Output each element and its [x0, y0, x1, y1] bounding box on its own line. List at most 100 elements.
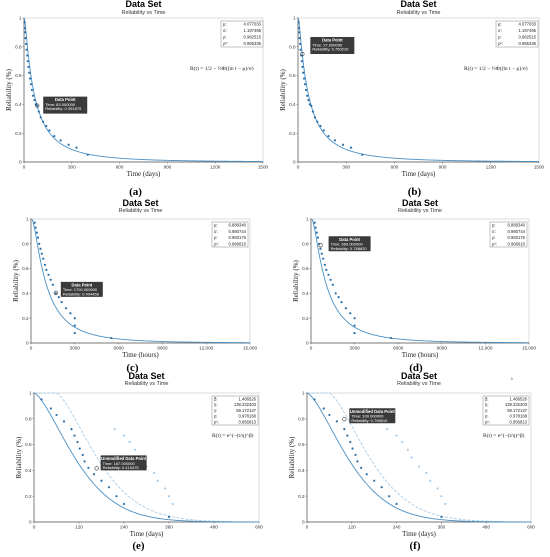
unmodified-data-point: [429, 479, 432, 482]
unmodified-data-point: [164, 487, 167, 490]
y-tick-label: 0.6: [25, 442, 32, 447]
x-tick-label: 600: [116, 165, 124, 170]
tooltip-anchor: [300, 51, 305, 57]
x-tick-label: 15,000: [243, 346, 257, 351]
y-tick-label: 0.6: [22, 266, 29, 271]
data-point: [28, 71, 31, 74]
data-point: [73, 324, 76, 327]
data-point: [356, 460, 359, 463]
chart-title: Data Set: [122, 198, 158, 208]
data-point: [25, 48, 28, 51]
x-tick-label: 0: [30, 346, 33, 351]
y-tick-label: 0: [306, 341, 309, 346]
tooltip-title: Data Point: [55, 97, 76, 102]
stat-value: 0.966610: [508, 241, 526, 246]
x-tick-label: 0: [23, 165, 26, 170]
data-point: [327, 273, 330, 276]
stat-label: ρ²:: [498, 41, 503, 46]
data-point: [331, 283, 334, 286]
tooltip-time: Time: 167.000000: [103, 461, 136, 466]
data-point: [304, 88, 308, 92]
x-tick-label: 1500: [534, 165, 545, 170]
data-point: [24, 37, 27, 40]
unmodified-data-point: [417, 465, 421, 468]
data-point: [69, 312, 72, 315]
data-point: [337, 296, 340, 299]
y-tick-label: 1: [19, 16, 22, 21]
x-tick-label: 0: [33, 525, 36, 530]
tooltip-anchor: [35, 103, 40, 108]
stray-mark: ʰ: [511, 377, 513, 382]
x-tick-label: 900: [439, 165, 447, 170]
x-tick-label: 0: [297, 165, 300, 170]
data-point: [39, 247, 42, 250]
y-tick-label: 1: [29, 391, 32, 396]
data-point: [24, 42, 28, 46]
fit-curve: [31, 218, 250, 344]
data-point: [45, 124, 48, 128]
data-point: [42, 120, 45, 123]
model-equation: R(t) = 1/2 − ½Φ((ln t − μ)/σ): [190, 65, 254, 72]
tooltip-reliability: Reliability: 0.750210: [312, 47, 349, 52]
stat-value: 1.466526: [510, 396, 528, 401]
stat-value: 0.983176: [229, 235, 247, 240]
x-axis-label: Time (days): [127, 170, 161, 178]
data-point: [354, 453, 357, 457]
y-tick-label: 0.8: [302, 241, 309, 246]
data-point: [308, 103, 311, 106]
panel-caption: (b): [408, 186, 422, 198]
y-tick-label: 0.4: [25, 468, 32, 473]
unmodified-data-point: [406, 448, 409, 451]
unmodified-data-point: [395, 434, 398, 437]
fit-curve: [297, 17, 539, 162]
stat-label: γ:: [214, 408, 217, 413]
chart-subtitle: Reliability vs Time: [396, 10, 440, 16]
stat-label: ρ:: [214, 414, 218, 419]
stat-value: 0.956813: [510, 420, 528, 425]
stats-box: μ: 6.889340 σ: 0.980744 ρ: 0.983176 ρ²: 0.96661…: [489, 221, 528, 248]
data-point: [298, 31, 301, 34]
stat-label: μ:: [223, 22, 227, 27]
x-axis-label: Time (days): [402, 170, 436, 178]
y-tick-label: 0.4: [22, 291, 29, 296]
data-point: [70, 428, 73, 431]
tooltip-time: Time: 27.000000: [312, 42, 343, 47]
data-point: [325, 268, 328, 271]
y-tick-label: 0: [19, 160, 22, 165]
y-tick-label: 0.8: [298, 416, 305, 421]
data-point: [33, 221, 36, 224]
data-point: [57, 296, 60, 299]
y-axis-label: Reliability (%): [288, 436, 296, 478]
data-point: [54, 292, 57, 295]
x-tick-label: 300: [342, 165, 350, 170]
y-tick-label: 0.6: [302, 266, 309, 271]
x-tick-label: 600: [255, 525, 263, 530]
y-tick-label: 0.8: [289, 44, 296, 49]
chart-title: Data Set: [402, 198, 438, 208]
x-tick-label: 0: [306, 525, 309, 530]
panel-caption: (e): [132, 540, 145, 552]
stat-label: ρ:: [223, 35, 227, 40]
data-point: [349, 146, 353, 149]
data-point: [322, 407, 325, 410]
model-equation: R(t) = e^(−(t/η)^β): [212, 432, 254, 439]
unmodified-data-point: [401, 440, 404, 444]
tooltip-title: Data Point: [71, 282, 92, 287]
x-tick-label: 120: [75, 525, 83, 530]
tooltip-title: Unmodified Data Point: [350, 409, 396, 414]
data-point: [31, 94, 35, 97]
y-tick-label: 0: [29, 520, 32, 525]
data-point: [35, 231, 38, 234]
stat-label: β:: [214, 396, 218, 401]
tooltip-box: [100, 455, 147, 471]
data-point: [353, 324, 356, 327]
data-point: [335, 420, 338, 423]
x-tick-label: 120: [348, 525, 356, 530]
data-point: [440, 515, 443, 518]
model-equation: R(t) = e^(−(t/η)^β): [483, 432, 525, 439]
data-point: [30, 88, 34, 92]
